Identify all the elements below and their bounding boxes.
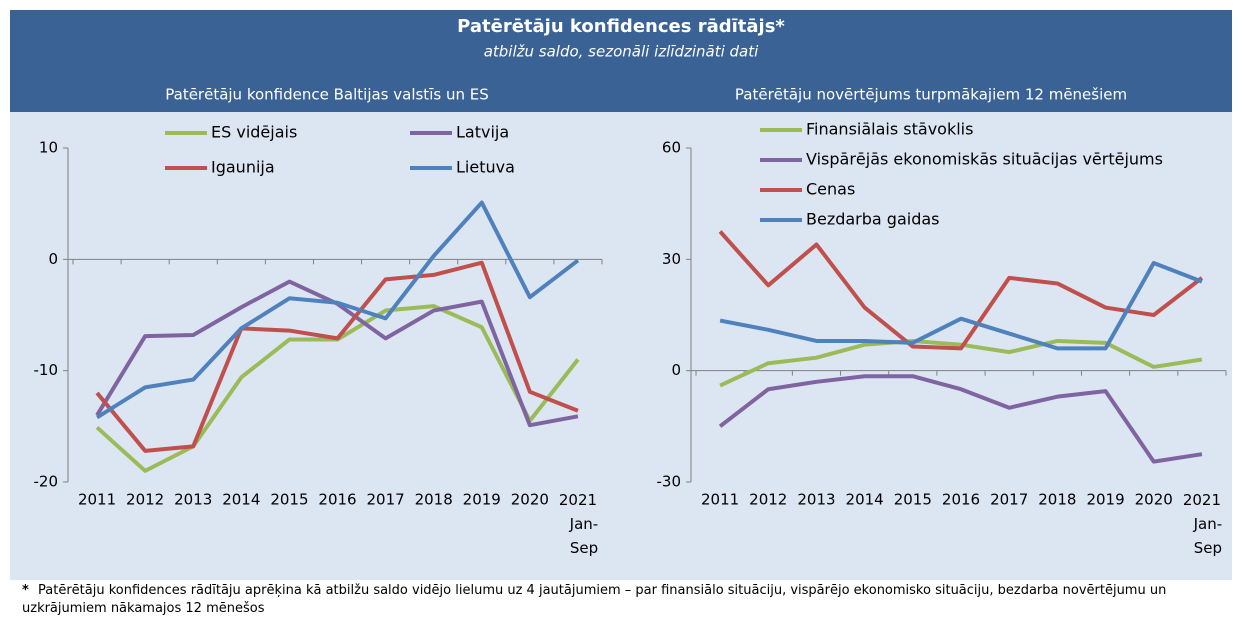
x-tick-label: 2020	[1135, 491, 1173, 509]
y-tick-label: 30	[662, 250, 681, 268]
x-tick-label: 2016	[942, 491, 980, 509]
legend-label: ES vidējais	[211, 123, 297, 142]
x-tick-label: 2019	[1086, 491, 1124, 509]
x-tick-label: 2012	[749, 491, 787, 509]
x-tick-label: 2021 Jan-Sep	[1183, 491, 1222, 557]
y-tick-label: 10	[39, 139, 58, 157]
x-tick-label: 2018	[415, 491, 453, 509]
x-tick-label: 2018	[1038, 491, 1076, 509]
data-line	[719, 338, 1203, 388]
x-tick-label: 2014	[222, 491, 260, 509]
data-line	[719, 261, 1203, 351]
x-tick-label: 2019	[463, 491, 501, 509]
panel-title: Patērētāju novērtējums turpmākajiem 12 m…	[735, 86, 1127, 104]
x-tick-label: 2015	[270, 491, 308, 509]
x-tick-label: 2012	[126, 491, 164, 509]
x-tick-label: 2016	[318, 491, 356, 509]
y-tick-label: -20	[34, 473, 59, 491]
x-tick-label: 2011	[78, 491, 116, 509]
legend-label: Vispārējās ekonomiskās situācijas vērtēj…	[806, 150, 1163, 169]
x-tick-label: 2013	[174, 491, 212, 509]
chart-subtitle: atbilžu saldo, sezonāli izlīdzināti dati	[484, 43, 759, 61]
chart-title: Patērētāju konfidences rādītājs*	[457, 16, 785, 37]
x-tick-label: 2014	[846, 491, 884, 509]
x-tick-label: 2017	[990, 491, 1028, 509]
chart: Patērētāju konfidences rādītājs* atbilžu…	[10, 10, 1232, 580]
data-line	[718, 230, 1204, 351]
legend-label: Finansiālais stāvoklis	[806, 120, 973, 139]
data-line	[95, 260, 579, 453]
legend-label: Lietuva	[456, 158, 515, 177]
legend-label: Bezdarba gaidas	[806, 210, 940, 229]
legend-label: Igaunija	[211, 158, 275, 177]
footnote-text: Patērētāju konfidences rādītāju aprēķina…	[22, 583, 1167, 616]
data-line	[718, 374, 1203, 464]
y-tick-label: 0	[48, 250, 58, 268]
data-line	[95, 200, 580, 420]
panel-title: Patērētāju konfidence Baltijas valstīs u…	[165, 86, 488, 104]
x-tick-label: 2011	[701, 491, 739, 509]
footnote: * Patērētāju konfidences rādītāju aprēķin…	[22, 582, 1192, 618]
y-tick-label: -30	[657, 473, 682, 491]
x-tick-label: 2021 Jan-Sep	[559, 491, 598, 557]
y-tick-label: 0	[671, 361, 681, 379]
header-band	[10, 10, 1232, 112]
footnote-marker: *	[22, 583, 29, 598]
y-tick-label: 60	[662, 139, 681, 157]
x-tick-label: 2015	[894, 491, 932, 509]
x-tick-label: 2013	[797, 491, 835, 509]
x-tick-label: 2020	[511, 491, 549, 509]
legend-label: Cenas	[806, 180, 855, 199]
legend-label: Latvija	[456, 123, 509, 142]
x-tick-label: 2017	[366, 491, 404, 509]
y-tick-label: -10	[34, 361, 59, 379]
